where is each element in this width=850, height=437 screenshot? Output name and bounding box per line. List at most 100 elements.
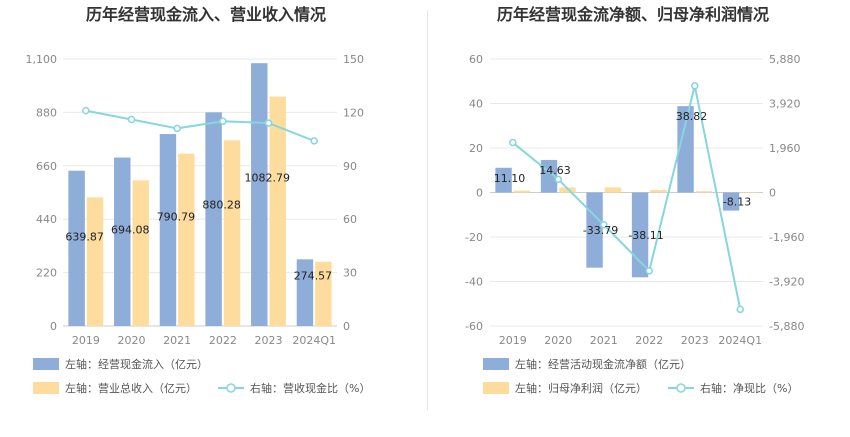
bar-data-label: -38.11 [628,229,663,242]
legend-label: 左轴：经营活动现金流净额（亿元） [515,357,691,371]
right-tick-label: -1,960 [769,231,804,244]
x-tick-label: 2024Q1 [718,334,762,347]
bar-primary [159,134,177,326]
bar-data-label: -33.79 [583,224,618,237]
legend-label: 右轴：营收现金比（%） [250,381,370,395]
chart-1: 历年经营现金流入、营业收入情况 0 0 220 30 440 60 660 90 880 120 1,… [26,5,371,395]
bar-data-label: -8.13 [723,196,751,209]
x-tick-label: 2021 [163,334,191,347]
left-tick-label: 440 [36,213,57,226]
bar-secondary [315,261,332,326]
bar-primary [68,170,85,326]
x-tick-label: 2022 [635,334,663,347]
x-tick-label: 2019 [499,334,527,347]
right-tick-label: 150 [343,53,364,66]
legend-swatch [33,358,59,370]
line-point [645,267,653,275]
bar-data-label: 694.08 [111,223,150,236]
bar-data-label: 38.82 [676,110,708,123]
bar-primary [114,157,131,326]
bar-secondary [223,140,241,326]
right-tick-label: 90 [343,160,357,173]
left-tick-label: -60 [465,320,483,333]
series-line [512,85,742,310]
right-tick-label: 30 [343,267,357,280]
x-tick-label: 2021 [590,334,618,347]
bar-primary [677,106,694,193]
legend-label: 左轴：营业总收入（亿元） [65,381,197,395]
left-tick-label: 1,100 [26,53,58,66]
bar-primary [296,259,314,326]
line-point [219,117,227,126]
left-tick-label: 220 [36,267,57,280]
bar-data-label: 880.28 [202,198,241,211]
x-tick-label: 2019 [72,334,100,347]
line-point [310,137,318,145]
legend-line-marker [226,383,236,393]
line-point [127,115,136,124]
x-tick-label: 2020 [544,334,572,347]
chart-2: 历年经营现金流净额、归母净利润情况 -60 -5,880 -40 -3,920 -20 -1… [465,5,804,395]
right-tick-label: 0 [343,320,350,333]
bar-data-label: 790.79 [157,210,196,223]
left-tick-label: 660 [36,160,57,173]
line-point [82,106,90,115]
x-tick-label: 2023 [255,334,283,347]
left-tick-label: 60 [469,53,483,66]
bar-secondary [604,187,622,193]
line-point [173,124,181,133]
line-point [554,175,562,184]
left-tick-label: 880 [36,106,57,119]
chart-title: 历年经营现金流入、营业收入情况 [86,5,326,24]
right-tick-label: 1,960 [769,142,801,155]
legend-swatch [33,382,59,394]
bar-primary [205,112,222,327]
bar-data-label: 14.63 [539,164,571,177]
x-tick-label: 2022 [209,334,237,347]
bar-data-label: 274.57 [294,269,333,282]
left-tick-label: 40 [469,98,483,111]
x-tick-label: 2020 [118,334,146,347]
legend-label: 左轴：经营现金流入（亿元） [65,357,208,371]
bar-primary [495,167,512,193]
bar-secondary [513,190,531,193]
bar-secondary [132,180,149,326]
panel-divider [427,10,428,410]
line-point [264,119,273,127]
right-tick-label: -3,920 [769,276,804,289]
bar-data-label: 11.10 [494,172,526,185]
bar-primary [251,63,268,326]
bar-primary [722,192,740,211]
chart-title: 历年经营现金流净额、归母净利润情况 [497,5,769,24]
left-tick-label: -20 [465,231,483,244]
bar-secondary [695,191,713,193]
line-point [600,220,608,229]
bar-data-label: 639.87 [65,231,104,244]
bar-secondary [741,192,758,193]
bar-secondary [650,190,667,193]
legend-swatch [483,382,509,394]
right-tick-label: -5,880 [769,320,804,333]
left-tick-label: 20 [469,142,483,155]
right-tick-label: 60 [343,213,357,226]
right-tick-label: 5,880 [769,53,801,66]
line-point [509,138,517,147]
left-tick-label: -40 [465,276,483,289]
line-point [736,305,744,314]
x-tick-label: 2024Q1 [292,334,336,347]
legend-label: 右轴：净现比（%） [700,381,798,395]
bar-secondary [178,153,195,326]
line-point [691,82,699,90]
legend-label: 左轴：归母净利润（亿元） [515,381,647,395]
left-tick-label: 0 [50,320,57,333]
legend-line-marker [676,383,686,393]
legend-swatch [483,358,509,370]
right-tick-label: 120 [343,106,364,119]
left-tick-label: 0 [476,187,483,200]
right-tick-label: 0 [769,187,776,200]
bar-secondary [86,197,104,326]
x-tick-label: 2023 [681,334,709,347]
right-tick-label: 3,920 [769,98,801,111]
